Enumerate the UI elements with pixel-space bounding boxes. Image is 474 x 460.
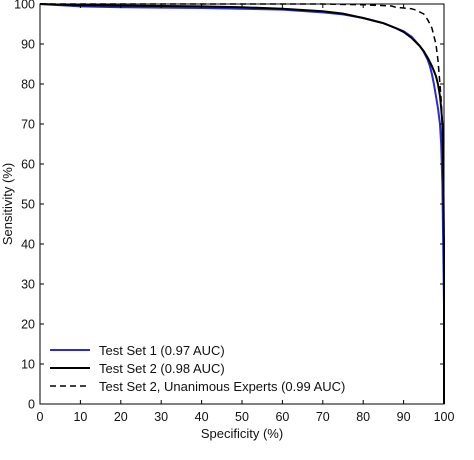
x-tick-label: 80	[356, 410, 370, 424]
y-tick-label: 80	[21, 78, 35, 92]
x-tick-label: 20	[114, 410, 128, 424]
x-tick-label: 40	[195, 410, 209, 424]
x-tick-label: 30	[154, 410, 168, 424]
y-tick-label: 20	[21, 318, 35, 332]
x-tick-label: 60	[275, 410, 289, 424]
legend-label-series-2: Test Set 2 (0.98 AUC)	[99, 361, 225, 376]
roc-chart: 0 10 20 30 40 50 60 70 80 90 100 0 10 20 30 40 50 60 70 80…	[0, 0, 455, 441]
legend: Test Set 1 (0.97 AUC) Test Set 2 (0.98 A…	[44, 338, 374, 398]
axis-ticks	[39, 3, 445, 405]
y-tick-label: 90	[21, 38, 35, 52]
plot-frame	[39, 3, 445, 405]
legend-label-series-3: Test Set 2, Unanimous Experts (0.99 AUC)	[99, 379, 345, 394]
y-axis-label: Sensitivity (%)	[0, 163, 15, 245]
x-tick-label: 100	[434, 410, 455, 424]
x-tick-label: 70	[316, 410, 330, 424]
legend-box	[44, 338, 374, 398]
x-tick-label: 10	[73, 410, 87, 424]
y-tick-label: 10	[21, 358, 35, 372]
caption-strip	[0, 450, 474, 460]
legend-label-series-1: Test Set 1 (0.97 AUC)	[99, 343, 225, 358]
y-tick-label: 50	[21, 198, 35, 212]
y-tick-label: 30	[21, 278, 35, 292]
y-tick-label: 40	[21, 238, 35, 252]
y-tick-label: 60	[21, 158, 35, 172]
plot-area	[40, 4, 444, 404]
y-tick-label: 100	[14, 0, 35, 12]
y-tick-label: 70	[21, 118, 35, 132]
x-tick-labels: 0 10 20 30 40 50 60 70 80 90 100	[37, 410, 455, 424]
y-tick-label: 0	[28, 398, 35, 412]
x-axis-label: Specificity (%)	[201, 426, 283, 441]
x-tick-label: 90	[397, 410, 411, 424]
x-tick-label: 50	[235, 410, 249, 424]
x-tick-label: 0	[37, 410, 44, 424]
y-tick-labels: 0 10 20 30 40 50 60 70 80 90 100	[14, 0, 35, 412]
